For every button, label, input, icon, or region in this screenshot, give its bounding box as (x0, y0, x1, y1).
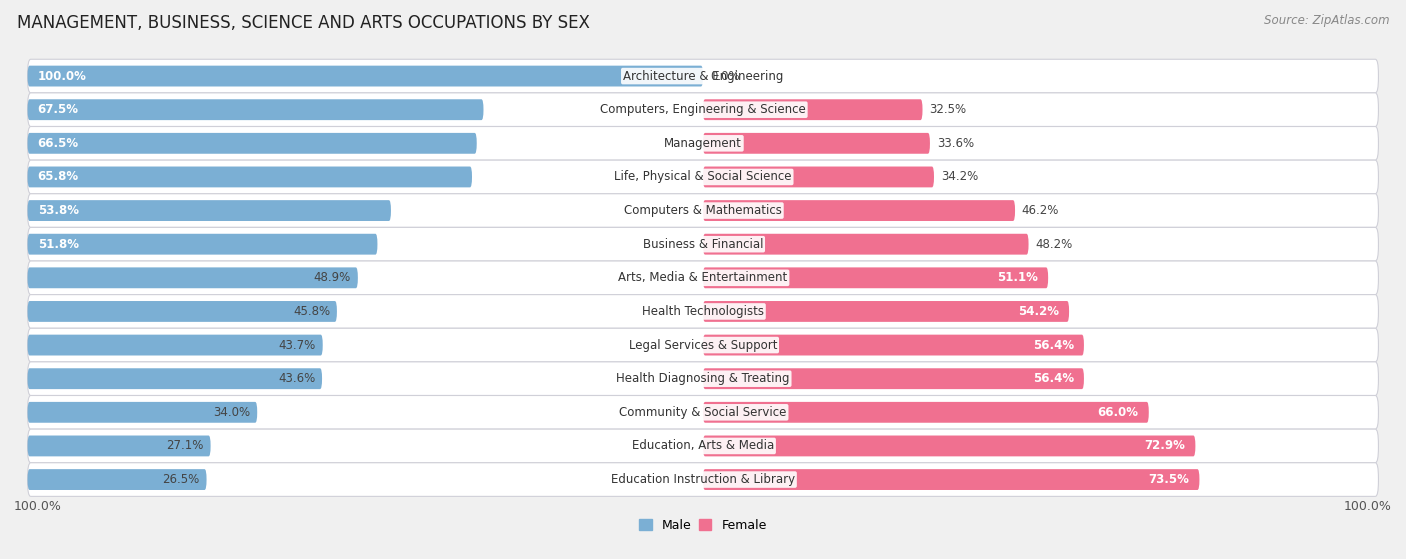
FancyBboxPatch shape (703, 402, 1149, 423)
Text: Legal Services & Support: Legal Services & Support (628, 339, 778, 352)
Text: 43.6%: 43.6% (278, 372, 315, 385)
Text: Education Instruction & Library: Education Instruction & Library (612, 473, 794, 486)
Text: 56.4%: 56.4% (1032, 372, 1074, 385)
FancyBboxPatch shape (28, 396, 1378, 429)
Text: 34.0%: 34.0% (214, 406, 250, 419)
FancyBboxPatch shape (28, 402, 257, 423)
Text: 27.1%: 27.1% (166, 439, 204, 452)
FancyBboxPatch shape (28, 469, 207, 490)
FancyBboxPatch shape (703, 267, 1047, 288)
Text: 100.0%: 100.0% (38, 69, 87, 83)
Legend: Male, Female: Male, Female (634, 514, 772, 537)
FancyBboxPatch shape (28, 93, 1378, 126)
FancyBboxPatch shape (28, 133, 477, 154)
Text: 65.8%: 65.8% (38, 170, 79, 183)
FancyBboxPatch shape (703, 167, 934, 187)
Text: Life, Physical & Social Science: Life, Physical & Social Science (614, 170, 792, 183)
Text: Education, Arts & Media: Education, Arts & Media (631, 439, 775, 452)
FancyBboxPatch shape (703, 469, 1199, 490)
Text: 100.0%: 100.0% (1344, 500, 1392, 513)
FancyBboxPatch shape (28, 463, 1378, 496)
Text: Architecture & Engineering: Architecture & Engineering (623, 69, 783, 83)
Text: Arts, Media & Entertainment: Arts, Media & Entertainment (619, 271, 787, 285)
FancyBboxPatch shape (703, 133, 929, 154)
Text: 45.8%: 45.8% (292, 305, 330, 318)
Text: 26.5%: 26.5% (163, 473, 200, 486)
FancyBboxPatch shape (28, 126, 1378, 160)
FancyBboxPatch shape (28, 335, 323, 356)
FancyBboxPatch shape (28, 328, 1378, 362)
FancyBboxPatch shape (28, 65, 703, 87)
FancyBboxPatch shape (28, 228, 1378, 261)
FancyBboxPatch shape (28, 200, 391, 221)
FancyBboxPatch shape (703, 335, 1084, 356)
Text: 56.4%: 56.4% (1032, 339, 1074, 352)
Text: 100.0%: 100.0% (14, 500, 62, 513)
FancyBboxPatch shape (28, 167, 472, 187)
Text: 66.0%: 66.0% (1098, 406, 1139, 419)
FancyBboxPatch shape (28, 59, 1378, 93)
Text: 43.7%: 43.7% (278, 339, 316, 352)
FancyBboxPatch shape (28, 100, 484, 120)
Text: 67.5%: 67.5% (38, 103, 79, 116)
FancyBboxPatch shape (703, 368, 1084, 389)
FancyBboxPatch shape (28, 160, 1378, 194)
Text: Source: ZipAtlas.com: Source: ZipAtlas.com (1264, 14, 1389, 27)
FancyBboxPatch shape (28, 362, 1378, 396)
Text: 34.2%: 34.2% (941, 170, 979, 183)
Text: Health Diagnosing & Treating: Health Diagnosing & Treating (616, 372, 790, 385)
Text: 32.5%: 32.5% (929, 103, 966, 116)
Text: 54.2%: 54.2% (1018, 305, 1059, 318)
FancyBboxPatch shape (28, 429, 1378, 463)
FancyBboxPatch shape (28, 368, 322, 389)
FancyBboxPatch shape (28, 267, 359, 288)
FancyBboxPatch shape (28, 234, 377, 254)
Text: 73.5%: 73.5% (1149, 473, 1189, 486)
Text: 33.6%: 33.6% (936, 137, 974, 150)
Text: 51.1%: 51.1% (997, 271, 1038, 285)
Text: 0.0%: 0.0% (710, 69, 740, 83)
Text: Health Technologists: Health Technologists (643, 305, 763, 318)
Text: 72.9%: 72.9% (1144, 439, 1185, 452)
Text: 46.2%: 46.2% (1022, 204, 1059, 217)
Text: Business & Financial: Business & Financial (643, 238, 763, 250)
FancyBboxPatch shape (703, 234, 1029, 254)
Text: 51.8%: 51.8% (38, 238, 79, 250)
Text: MANAGEMENT, BUSINESS, SCIENCE AND ARTS OCCUPATIONS BY SEX: MANAGEMENT, BUSINESS, SCIENCE AND ARTS O… (17, 14, 589, 32)
FancyBboxPatch shape (703, 435, 1195, 456)
FancyBboxPatch shape (703, 100, 922, 120)
Text: 48.9%: 48.9% (314, 271, 352, 285)
Text: Community & Social Service: Community & Social Service (619, 406, 787, 419)
FancyBboxPatch shape (703, 200, 1015, 221)
Text: 66.5%: 66.5% (38, 137, 79, 150)
FancyBboxPatch shape (28, 261, 1378, 295)
Text: Management: Management (664, 137, 742, 150)
FancyBboxPatch shape (28, 301, 337, 322)
Text: 48.2%: 48.2% (1035, 238, 1073, 250)
Text: Computers & Mathematics: Computers & Mathematics (624, 204, 782, 217)
FancyBboxPatch shape (703, 301, 1069, 322)
FancyBboxPatch shape (28, 194, 1378, 228)
Text: 53.8%: 53.8% (38, 204, 79, 217)
FancyBboxPatch shape (28, 435, 211, 456)
FancyBboxPatch shape (28, 295, 1378, 328)
Text: Computers, Engineering & Science: Computers, Engineering & Science (600, 103, 806, 116)
